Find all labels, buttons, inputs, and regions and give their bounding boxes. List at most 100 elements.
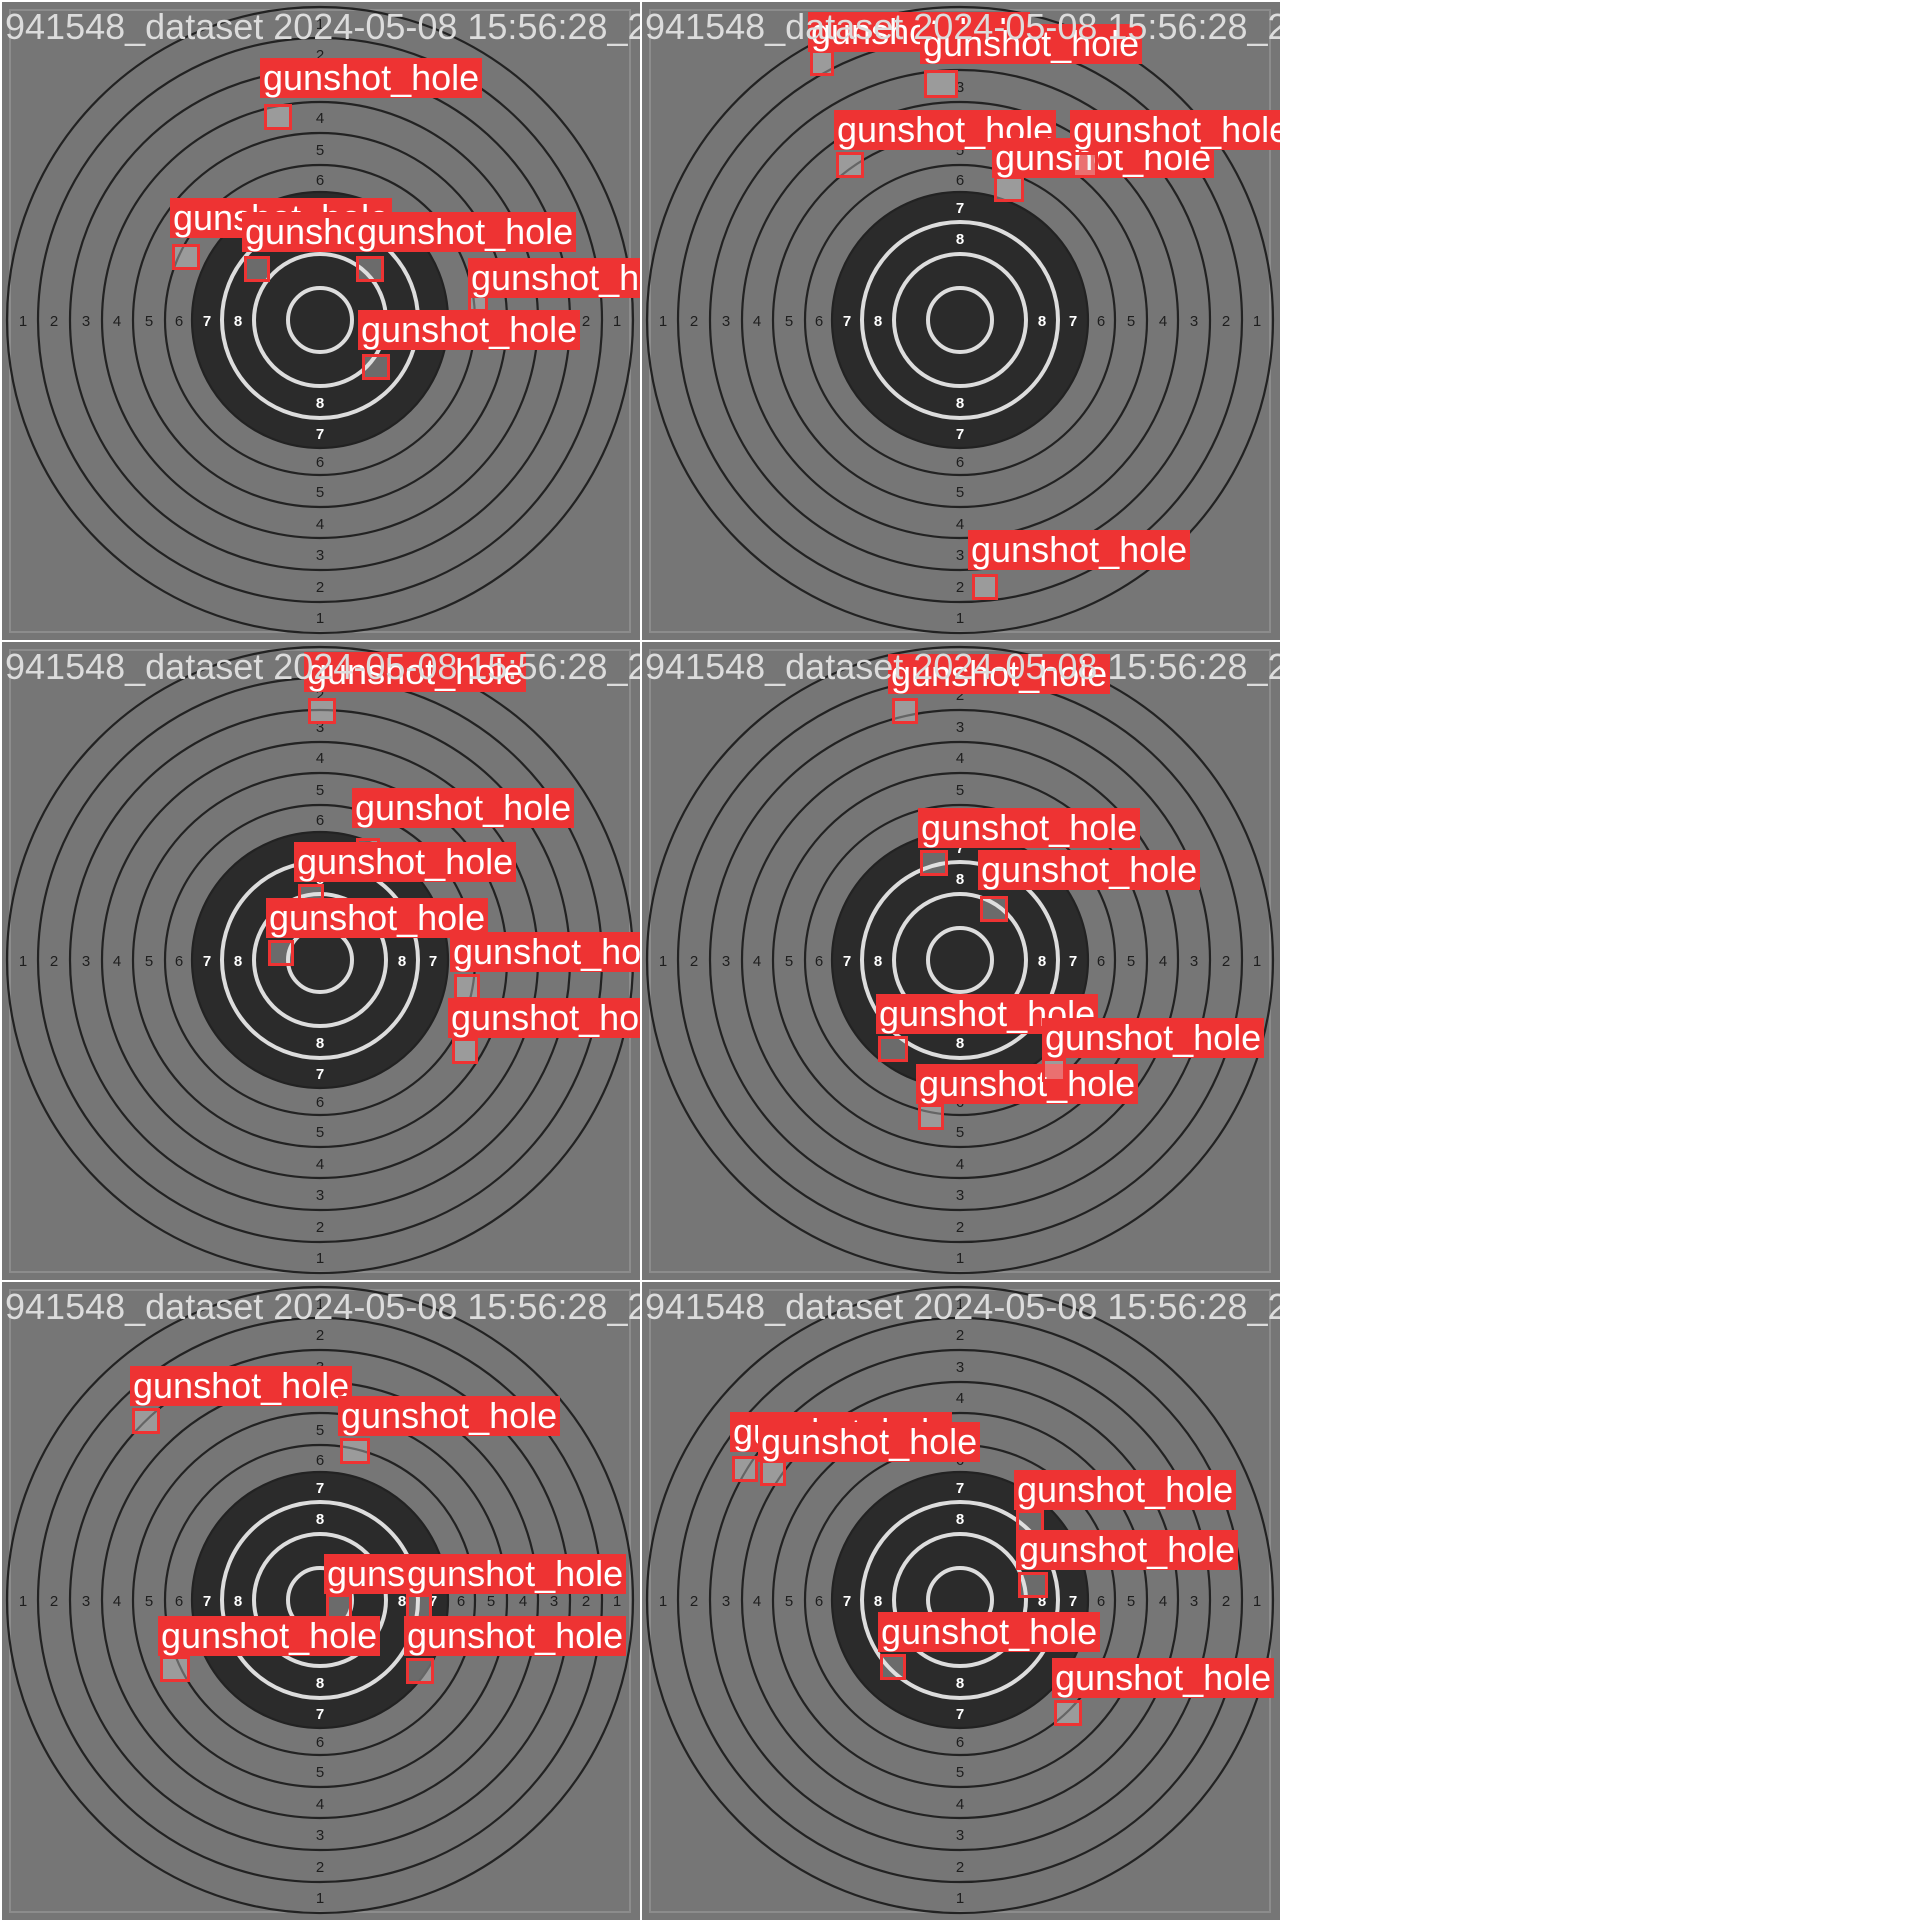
ring-number-label: 6 <box>316 812 324 829</box>
ring-number-label: 2 <box>50 953 58 970</box>
target-drawing: 11112222333344445555666677778888 <box>642 1282 1280 1920</box>
scoring-ring <box>860 1500 1060 1700</box>
detection-bounding-box[interactable] <box>918 1104 944 1130</box>
ring-number-label: 2 <box>1222 953 1230 970</box>
detection-bounding-box[interactable] <box>1018 1572 1048 1598</box>
detection-bounding-box[interactable] <box>878 1036 908 1062</box>
detection-class-label: gunshot_hole <box>1014 1470 1237 1510</box>
ring-number-label: 1 <box>956 1890 964 1907</box>
scoring-ring <box>252 1532 388 1668</box>
ring-number-label: 8 <box>1038 313 1046 330</box>
detection-bounding-box[interactable] <box>340 1438 370 1464</box>
ring-number-label: 6 <box>316 454 324 471</box>
detection-class-label: gunshot_hole <box>404 1554 627 1594</box>
ring-number-label: 6 <box>1097 1593 1105 1610</box>
detection-bounding-box[interactable] <box>268 940 294 966</box>
ring-number-label: 7 <box>316 426 324 443</box>
detection-bounding-box[interactable] <box>760 1460 786 1486</box>
detection-bounding-box[interactable] <box>362 354 390 380</box>
detection-bounding-box[interactable] <box>924 70 958 98</box>
ring-number-label: 5 <box>316 1764 324 1781</box>
detection-bounding-box[interactable] <box>1054 1700 1082 1726</box>
ring-number-label: 1 <box>316 16 324 33</box>
detection-bounding-box[interactable] <box>244 256 270 282</box>
ring-number-label: 8 <box>956 871 964 888</box>
scoring-ring <box>190 1470 450 1730</box>
ring-number-label: 6 <box>457 1593 465 1610</box>
ring-number-label: 4 <box>1159 1593 1167 1610</box>
ring-number-label: 3 <box>82 1593 90 1610</box>
scoring-ring <box>36 1316 604 1884</box>
ring-number-label: 2 <box>956 579 964 596</box>
ring-number-label: 8 <box>1038 953 1046 970</box>
ring-number-label: 3 <box>316 1827 324 1844</box>
detection-bounding-box[interactable] <box>406 1658 434 1684</box>
detection-bounding-box[interactable] <box>308 698 336 724</box>
ring-number-label: 6 <box>175 1593 183 1610</box>
scoring-ring <box>771 1411 1149 1789</box>
scoring-ring <box>163 1443 477 1757</box>
ring-number-label: 3 <box>722 313 730 330</box>
ring-number-label: 7 <box>203 953 211 970</box>
ring-number-label: 4 <box>753 1593 761 1610</box>
ring-number-label: 3 <box>722 953 730 970</box>
detection-bounding-box[interactable] <box>1072 152 1098 178</box>
scoring-ring <box>892 1532 1028 1668</box>
ring-number-label: 3 <box>956 1359 964 1376</box>
detection-bounding-box[interactable] <box>810 50 834 76</box>
ring-number-label: 3 <box>956 719 964 736</box>
ring-number-label: 6 <box>956 1734 964 1751</box>
detection-bounding-box[interactable] <box>920 850 948 876</box>
ring-number-label: 7 <box>843 1593 851 1610</box>
detection-class-label: gunshot_hole <box>920 24 1143 64</box>
scoring-ring <box>830 1470 1090 1730</box>
ring-number-label: 4 <box>519 1593 527 1610</box>
detection-bounding-box[interactable] <box>994 176 1024 202</box>
detection-bounding-box[interactable] <box>972 574 998 600</box>
ring-number-label: 8 <box>316 1035 324 1052</box>
ring-number-label: 5 <box>956 484 964 501</box>
ring-number-label: 5 <box>145 313 153 330</box>
detection-bounding-box[interactable] <box>132 1408 160 1434</box>
ring-number-label: 2 <box>316 47 324 64</box>
ring-number-label: 1 <box>659 313 667 330</box>
ring-number-label: 5 <box>316 484 324 501</box>
ring-number-label: 2 <box>956 1859 964 1876</box>
detection-bounding-box[interactable] <box>880 1654 906 1680</box>
detection-bounding-box[interactable] <box>892 698 918 724</box>
detection-bounding-box[interactable] <box>980 896 1008 922</box>
ring-number-label: 1 <box>659 953 667 970</box>
detection-bounding-box[interactable] <box>406 1594 432 1620</box>
ring-number-label: 6 <box>956 172 964 189</box>
ring-number-label: 7 <box>956 1480 964 1497</box>
detection-bounding-box[interactable] <box>836 152 864 178</box>
detection-class-label: gunshot_hole <box>304 652 527 692</box>
detection-class-label: gunshot_hole <box>354 212 577 252</box>
ring-number-label: 1 <box>19 953 27 970</box>
ring-number-label: 2 <box>956 1219 964 1236</box>
ring-number-label: 3 <box>956 79 964 96</box>
detection-bounding-box[interactable] <box>732 1456 758 1482</box>
ring-number-label: 1 <box>1253 1593 1261 1610</box>
detection-bounding-box[interactable] <box>160 1656 190 1682</box>
detection-bounding-box[interactable] <box>264 104 292 130</box>
black-aiming-zone <box>832 192 1088 448</box>
ring-number-label: 4 <box>113 953 121 970</box>
target-image-tile: 11112222333344445555666677778888941548_d… <box>2 2 640 640</box>
ring-number-label: 4 <box>316 516 324 533</box>
detection-class-label: gunshot_hole <box>916 1064 1139 1104</box>
ring-number-label: 4 <box>316 1156 324 1173</box>
detection-class-label: gunshot_hole <box>294 842 517 882</box>
ring-number-label: 2 <box>690 313 698 330</box>
detection-bounding-box[interactable] <box>172 244 200 270</box>
ring-number-label: 4 <box>956 1156 964 1173</box>
ring-number-label: 5 <box>1127 953 1135 970</box>
scoring-ring <box>803 163 1117 477</box>
detection-bounding-box[interactable] <box>1042 1058 1066 1082</box>
detection-class-label: gunshot_hole <box>1070 110 1280 150</box>
ring-number-label: 1 <box>956 1296 964 1313</box>
detection-bounding-box[interactable] <box>452 1038 478 1064</box>
ring-number-label: 3 <box>316 719 324 736</box>
detection-bounding-box[interactable] <box>356 256 384 282</box>
detection-class-label: gunshot_hole <box>918 808 1141 848</box>
